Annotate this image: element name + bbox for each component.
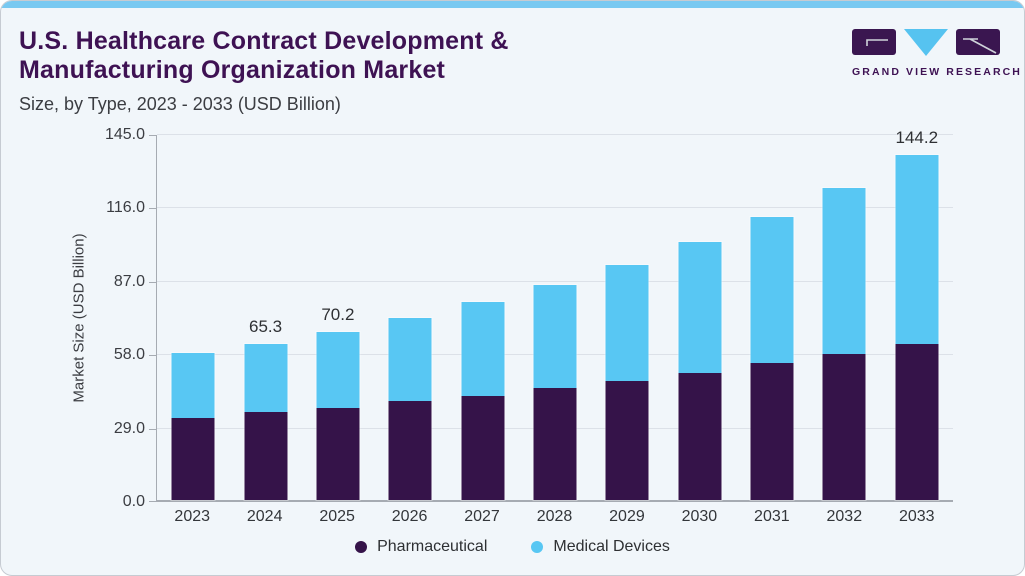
page-title-line-1: U.S. Healthcare Contract Development & [19,27,509,55]
legend-label-medical-devices: Medical Devices [553,538,670,555]
y-tick-label: 29.0 [113,419,145,437]
bar-segment-medical-devices-2031 [750,216,794,364]
x-axis-label-2029: 2029 [609,508,645,525]
x-axis-label-2028: 2028 [536,508,573,525]
gridline [157,280,953,282]
bar-segment-pharmaceutical-2032 [822,354,866,500]
pharmaceutical-swatch-icon [355,541,368,553]
brand-logo-icon [852,29,1000,56]
bars-layer: 65.3 70.2 144.2 [157,128,953,500]
bar-segment-pharmaceutical-2029 [605,380,649,500]
legend: Pharmaceutical Medical Devices [1,538,1024,556]
gridline [157,134,953,135]
bar-slot-2030 [664,135,736,500]
bar-segment-pharmaceutical-2033 [895,344,939,500]
y-tick-label: 58.0 [113,346,145,364]
brand-name: GRAND VIEW RESEARCH [852,66,1022,78]
x-axis-label-2024: 2024 [246,508,283,525]
bar-segment-pharmaceutical-2031 [750,363,794,500]
bar-value-label-2024: 65.3 [248,316,283,336]
bar-2031 [750,216,794,500]
bar-segment-pharmaceutical-2027 [461,395,505,500]
bar-slot-2028 [519,135,591,500]
bar-2028 [533,284,577,500]
x-axis-label-2026: 2026 [391,508,428,525]
y-axis-title: Market Size (USD Billion) [70,233,88,403]
bar-segment-medical-devices-2026 [388,317,432,402]
bar-segment-pharmaceutical-2030 [678,372,722,500]
medical-devices-swatch-icon [531,541,544,553]
bar-segment-pharmaceutical-2025 [316,407,360,500]
y-tick-label: 87.0 [113,272,145,290]
bar-slot-2026 [374,135,446,500]
bar-2029 [605,265,649,500]
bar-segment-medical-devices-2028 [533,284,577,388]
bar-segment-medical-devices-2032 [822,187,866,355]
bar-slot-2031 [736,135,808,500]
x-axis-label-2031: 2031 [754,508,790,525]
bar-segment-pharmaceutical-2028 [533,387,577,500]
page-title-line-2: Manufacturing Organization Market [19,56,446,84]
bar-segment-medical-devices-2027 [461,302,505,396]
chart-subtitle: Size, by Type, 2023 - 2033 (USD Billion) [19,94,341,114]
bar-segment-medical-devices-2029 [605,265,649,381]
bar-slot-2024: 65.3 [229,135,301,500]
x-axis-label-2023: 2023 [174,508,211,525]
bar-2026 [388,317,432,500]
bar-2027 [461,302,505,500]
bar-slot-2023 [157,135,229,500]
bar-value-label-2025: 70.2 [321,305,355,325]
bar-2023 [171,352,215,500]
y-axis-tick [149,208,157,210]
bar-2032 [822,187,866,500]
plot-area: 65.3 70.2 144.2 [149,128,953,502]
bar-segment-pharmaceutical-2026 [388,401,432,500]
top-accent-bar [1,1,1024,8]
bar-slot-2029 [591,135,663,500]
y-tick-label: 145.0 [104,126,145,143]
bar-2025 [316,332,360,500]
legend-label-pharmaceutical: Pharmaceutical [377,538,488,555]
legend-item-medical-devices: Medical Devices [531,538,670,556]
y-axis-tick [149,281,157,283]
bar-segment-pharmaceutical-2023 [171,417,215,500]
legend-item-pharmaceutical: Pharmaceutical [355,538,487,556]
bar-value-label-2033: 144.2 [895,128,939,148]
x-axis-label-2030: 2030 [681,508,718,525]
y-tick-label: 116.0 [106,199,145,217]
bar-slot-2032 [808,135,880,500]
y-tick-label: 0.0 [122,493,145,510]
bar-2030 [678,242,722,500]
brand-logo: GRAND VIEW RESEARCH [852,29,1022,78]
bar-2024 [244,343,288,500]
x-axis-label-2025: 2025 [319,508,355,525]
x-axis-label-2032: 2032 [826,508,863,525]
bar-slot-2033: 144.2 [881,128,953,500]
bar-segment-medical-devices-2024 [244,343,288,413]
chart-header: U.S. Healthcare Contract Development & M… [19,27,509,115]
bar-segment-medical-devices-2023 [171,352,215,418]
x-axis-label-2027: 2027 [464,508,500,525]
y-axis-tick [149,428,157,430]
bar-segment-medical-devices-2033 [895,155,939,345]
bar-segment-medical-devices-2025 [316,332,360,408]
bar-segment-pharmaceutical-2024 [244,412,288,500]
bar-segment-medical-devices-2030 [678,242,722,373]
y-axis-tick [149,501,157,502]
y-axis-tick [149,135,157,136]
bar-slot-2027 [446,135,518,500]
bar-2033 [895,155,939,500]
y-axis-tick [149,355,157,357]
gridline [157,207,953,209]
x-axis-label-2033: 2033 [898,508,935,525]
bar-slot-2025: 70.2 [302,135,374,500]
x-axis-labels: 2023 2024 2025 2026 2027 2028 2029 2030 2031 2032… [156,508,953,526]
